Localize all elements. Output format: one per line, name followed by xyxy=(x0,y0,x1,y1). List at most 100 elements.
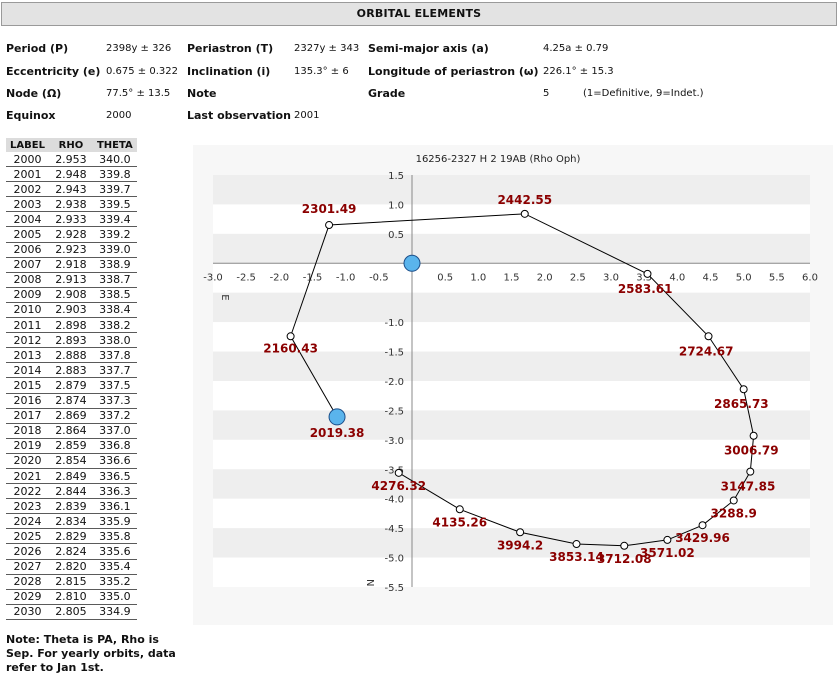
table-row: 2002 2.943 339.7 xyxy=(6,181,137,198)
x-tick-label: 3.0 xyxy=(603,272,619,283)
rho-cell: 2.943 xyxy=(48,181,93,198)
theta-cell: 338.0 xyxy=(92,332,137,349)
label-cell: 2007 xyxy=(6,257,49,273)
orbit-chart: -3.0 -2.5 -2.0 -1.5 -1.0 -0.5 0.5 1.0 1.5 2.0 2.5 3… xyxy=(203,154,818,594)
x-tick-label: -1.0 xyxy=(336,272,356,283)
rho-cell: 2.918 xyxy=(48,257,93,273)
orbit-point-label: 2160.43 xyxy=(263,341,318,355)
rho-cell: 2.824 xyxy=(48,543,93,560)
table-row: 2009 2.908 338.5 xyxy=(6,287,137,303)
x-tick-label: -2.5 xyxy=(236,272,256,283)
x-tick-label: -1.5 xyxy=(303,272,323,283)
orbit-point xyxy=(739,385,748,394)
theta-cell: 334.9 xyxy=(92,604,137,620)
theta-cell: 338.4 xyxy=(92,302,137,319)
orbit-point-label: 3147.85 xyxy=(721,480,776,494)
orbit-point-label: 3853.14 xyxy=(549,550,604,564)
grid-band xyxy=(213,233,810,264)
column-header: LABEL xyxy=(6,138,49,152)
x-tick-label: -2.0 xyxy=(270,272,290,283)
orbit-point-label: 2301.49 xyxy=(302,202,357,216)
label-cell: 2005 xyxy=(6,226,49,243)
grid-band xyxy=(213,498,810,529)
theta-cell: 337.8 xyxy=(92,347,137,364)
x-tick-label: -3.0 xyxy=(203,272,223,283)
grid-band xyxy=(213,204,810,234)
orbit-point xyxy=(698,521,707,530)
orbit-point-label: 3288.9 xyxy=(711,506,757,520)
theta-cell: 336.8 xyxy=(92,438,137,454)
rho-cell: 2.948 xyxy=(48,166,93,183)
long-periastron-label: Longitude of periastron (ω) xyxy=(368,65,539,78)
table-row: 2000 2.953 340.0 xyxy=(6,152,137,168)
equinox-label: Equinox xyxy=(6,109,56,122)
orbit-point-label: 4135.26 xyxy=(432,515,487,529)
x-tick-label: 2.0 xyxy=(537,272,553,283)
y-tick-label: -1.5 xyxy=(384,348,404,359)
equinox-value: 2000 xyxy=(106,110,132,121)
grid-band xyxy=(213,263,810,293)
rho-cell: 2.820 xyxy=(48,559,93,575)
orbit-point xyxy=(749,431,758,440)
grid-band xyxy=(213,439,810,470)
label-cell: 2022 xyxy=(6,483,49,500)
y-tick-label: -4.5 xyxy=(384,524,404,535)
rho-cell: 2.859 xyxy=(48,438,93,454)
label-cell: 2011 xyxy=(6,317,49,334)
theta-cell: 335.9 xyxy=(92,513,137,530)
table-row: 2018 2.864 337.0 xyxy=(6,423,137,439)
theta-cell: 335.0 xyxy=(92,589,137,605)
grid-band xyxy=(213,469,810,499)
orbit-point xyxy=(620,541,629,550)
rho-cell: 2.888 xyxy=(48,347,93,364)
semimajor-value: 4.25a ± 0.79 xyxy=(543,43,609,54)
column-header: THETA xyxy=(92,138,137,152)
label-cell: 2020 xyxy=(6,453,49,469)
chart-panel: -3.0 -2.5 -2.0 -1.5 -1.0 -0.5 0.5 1.0 1.5 2.0 2.5 3… xyxy=(193,145,833,625)
orbit-point-label: 4276.32 xyxy=(371,479,426,493)
orbit-point xyxy=(643,269,652,278)
label-cell: 2008 xyxy=(6,272,49,288)
rho-cell: 2.903 xyxy=(48,302,93,319)
theta-cell: 337.3 xyxy=(92,393,137,409)
orbit-point-label: 2019.38 xyxy=(310,426,365,440)
rho-cell: 2.893 xyxy=(48,332,93,349)
node-label: Node (Ω) xyxy=(6,87,62,100)
y-tick-label: -3.5 xyxy=(384,465,404,476)
theta-cell: 335.8 xyxy=(92,528,137,545)
table-row: 2025 2.829 335.8 xyxy=(6,528,137,545)
rho-cell: 2.883 xyxy=(48,362,93,379)
table-row: 2015 2.879 337.5 xyxy=(6,377,137,394)
orbit-point xyxy=(704,332,713,341)
rho-cell: 2.849 xyxy=(48,468,93,485)
orbit-point xyxy=(520,209,529,218)
theta-cell: 337.2 xyxy=(92,408,137,424)
table-row: 2020 2.854 336.6 xyxy=(6,453,137,469)
rho-cell: 2.834 xyxy=(48,513,93,530)
rho-cell: 2.844 xyxy=(48,483,93,500)
node-value: 77.5° ± 13.5 xyxy=(106,88,171,99)
orbit-point-label: 2865.73 xyxy=(714,397,769,411)
table-row: 2007 2.918 338.9 xyxy=(6,257,137,273)
label-cell: 2024 xyxy=(6,513,49,530)
table-row: 2010 2.903 338.4 xyxy=(6,302,137,319)
label-cell: 2029 xyxy=(6,589,49,605)
grid-band xyxy=(213,528,810,558)
label-cell: 2000 xyxy=(6,152,49,168)
rho-cell: 2.879 xyxy=(48,377,93,394)
table-row: 2003 2.938 339.5 xyxy=(6,196,137,213)
rho-cell: 2.869 xyxy=(48,408,93,424)
y-tick-label: -4.0 xyxy=(384,495,404,506)
table-row: 2022 2.844 336.3 xyxy=(6,483,137,500)
theta-cell: 338.7 xyxy=(92,272,137,288)
label-cell: 2002 xyxy=(6,181,49,198)
table-row: 2008 2.913 338.7 xyxy=(6,272,137,288)
orbit-point xyxy=(516,528,525,537)
label-cell: 2026 xyxy=(6,543,49,560)
theta-cell: 336.3 xyxy=(92,483,137,500)
periastron-value: 2327y ± 343 xyxy=(294,43,360,54)
y-tick-label: 0.5 xyxy=(388,230,404,241)
orbit-point-label: 3712.08 xyxy=(597,552,652,566)
period-value: 2398y ± 326 xyxy=(106,43,172,54)
x-tick-label: 5.0 xyxy=(736,272,752,283)
